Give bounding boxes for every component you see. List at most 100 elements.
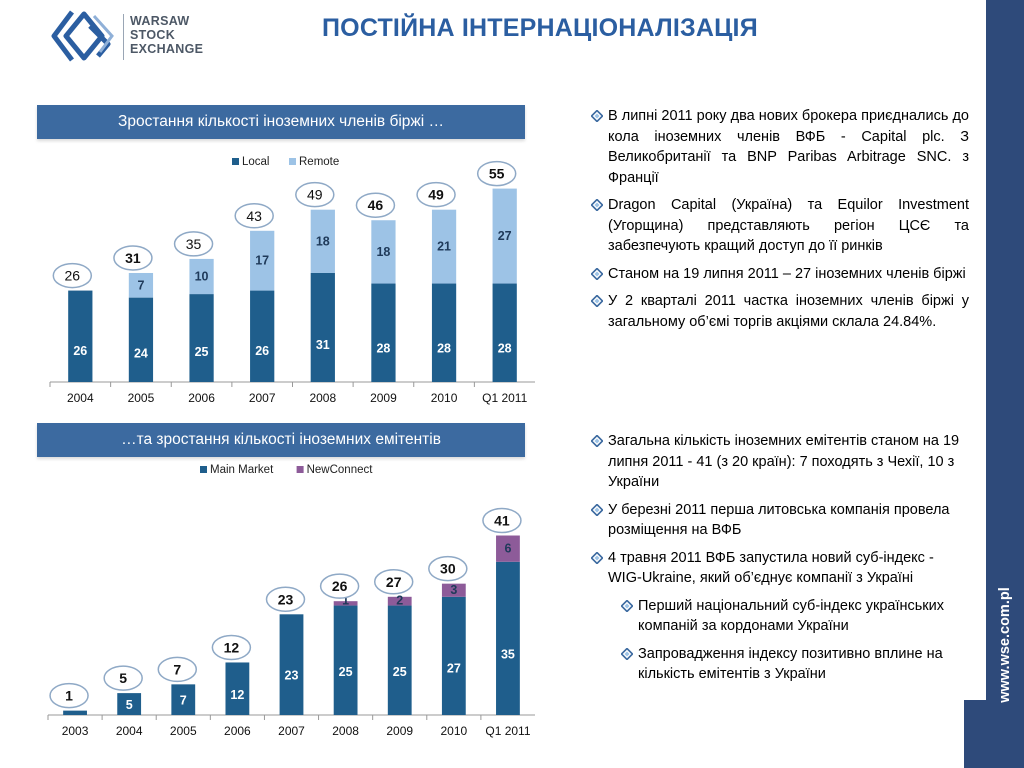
issuers-bar-newconnect xyxy=(441,583,466,597)
issuers-category-label: Q1 2011 xyxy=(485,724,530,738)
issuers-segment-label: 25 xyxy=(339,665,353,679)
members-category-label: 2004 xyxy=(67,391,94,405)
issuers-category-label: 2005 xyxy=(170,724,197,738)
bullet-icon xyxy=(621,647,633,660)
bullet-item: Загальна кількість іноземних емітентів с… xyxy=(591,431,969,493)
issuers-bar-newconnect xyxy=(496,535,520,562)
issuers-chart-svg: Main Market NewConnect2003152004572005712… xyxy=(47,464,535,738)
members-total-bubble xyxy=(295,181,335,208)
issuers-segment-label: 6 xyxy=(504,542,511,556)
issuers-total-bubble xyxy=(319,573,360,599)
members-segment-label: 27 xyxy=(498,229,512,243)
members-segment-label: 10 xyxy=(195,270,209,284)
bullet-icon xyxy=(591,267,603,280)
issuers-category-label: 2006 xyxy=(224,724,251,738)
members-legend-swatch xyxy=(289,158,296,165)
members-total-label: 43 xyxy=(246,208,262,224)
issuers-segment-label: 12 xyxy=(230,688,244,702)
issuers-category-label: 2008 xyxy=(332,724,359,738)
page-title: ПОСТІЙНА ІНТЕРНАЦІОНАЛІЗАЦІЯ xyxy=(322,14,758,42)
issuers-bar-main-market xyxy=(496,561,520,715)
issuers-legend-swatch xyxy=(200,466,207,473)
issuers-bar-newconnect xyxy=(387,596,412,606)
members-segment-label: 26 xyxy=(255,344,269,358)
members-category-label: Q1 2011 xyxy=(482,391,527,405)
issuers-bar-main-market xyxy=(171,684,196,715)
members-bar-local xyxy=(371,283,396,382)
bullet-item: Станом на 19 липня 2011 – 27 іноземних ч… xyxy=(591,264,969,285)
members-total-label: 49 xyxy=(428,187,444,203)
bullet-icon xyxy=(591,295,603,307)
issuers-legend-label: NewConnect xyxy=(307,464,374,476)
members-total-bubble xyxy=(234,203,274,229)
issuers-total-label: 30 xyxy=(440,561,456,577)
members-banner: Зростання кількості іноземних членів бір… xyxy=(37,105,525,139)
members-legend-swatch xyxy=(232,158,239,165)
members-segment-label: 7 xyxy=(137,278,144,292)
bullet-item: 4 травня 2011 ВФБ запустила новий суб-ін… xyxy=(591,548,969,589)
issuers-segment-label: 3 xyxy=(450,583,457,597)
members-segment-label: 31 xyxy=(316,338,330,352)
issuers-category-label: 2004 xyxy=(116,724,143,738)
bullet-text: Перший національний суб-індекс українськ… xyxy=(638,597,944,635)
bullet-text: Запровадження індексу позитивно вплине н… xyxy=(638,645,943,683)
members-category-label: 2005 xyxy=(128,391,155,405)
bullet-text: Загальна кількість іноземних емітентів с… xyxy=(608,433,960,490)
members-segment-label: 17 xyxy=(255,254,269,268)
issuers-segment-label: 27 xyxy=(447,662,461,676)
issuers-total-label: 5 xyxy=(119,670,127,686)
issuers-total-bubble xyxy=(103,665,143,691)
issuers-segment-label: 35 xyxy=(501,648,515,662)
bullet-text: У березні 2011 перша литовська компанія … xyxy=(608,501,950,539)
members-total-label: 35 xyxy=(186,236,202,252)
members-legend-label: Remote xyxy=(299,156,339,168)
issuers-total-label: 12 xyxy=(224,639,240,655)
issuers-category-label: 2003 xyxy=(62,724,89,738)
members-category-label: 2010 xyxy=(431,391,458,405)
bullet-item: У 2 кварталі 2011 частка іноземних члені… xyxy=(591,291,969,332)
bullet-icon xyxy=(591,199,603,211)
members-segment-label: 18 xyxy=(376,245,390,259)
issuers-total-label: 23 xyxy=(278,591,294,607)
members-bar-local xyxy=(492,283,517,382)
bullet-text: Станом на 19 липня 2011 – 27 іноземних ч… xyxy=(608,265,966,282)
members-bar-remote xyxy=(431,209,457,284)
members-category-label: 2006 xyxy=(188,391,215,405)
members-segment-label: 24 xyxy=(134,346,148,360)
members-bar-local xyxy=(250,290,275,382)
members-bar-local xyxy=(128,297,154,382)
members-segment-label: 28 xyxy=(376,342,390,356)
bullet-icon xyxy=(591,110,603,122)
issuers-legend-label: Main Market xyxy=(210,464,274,476)
issuers-total-label: 41 xyxy=(494,513,510,529)
issuers-bar-main-market xyxy=(63,710,87,715)
issuers-category-label: 2010 xyxy=(440,724,467,738)
logo-line-2: STOCK xyxy=(130,28,176,42)
issuers-legend: Main Market NewConnect xyxy=(200,464,373,476)
issuers-bar-main-market xyxy=(117,693,142,715)
bullet-item: Перший національний суб-індекс українськ… xyxy=(621,596,969,637)
members-bar-local xyxy=(68,290,93,382)
logo-divider xyxy=(123,14,124,60)
bullet-text: Dragon Capital (Україна) та Equilor Inve… xyxy=(608,197,969,254)
members-total-label: 46 xyxy=(368,197,384,213)
issuers-chart: Main Market NewConnect 2003 1 5 2004 5 7 2005 7 12… xyxy=(40,458,540,748)
sidebar-accent xyxy=(964,700,986,768)
members-category-label: 2009 xyxy=(370,391,397,405)
issuers-segment-label: 25 xyxy=(393,665,407,679)
bullet-item: В липні 2011 року два нових брокера приє… xyxy=(591,106,969,188)
issuers-total-label: 27 xyxy=(386,574,402,590)
issuers-total-label: 26 xyxy=(332,578,348,594)
issuers-banner: …та зростання кількості іноземних емітен… xyxy=(37,423,525,457)
members-total-bubble xyxy=(476,160,517,187)
issuers-segment-label: 23 xyxy=(285,669,299,683)
members-segment-label: 28 xyxy=(437,342,451,356)
members-total-label: 31 xyxy=(125,250,141,266)
site-url-text: www.wse.com.pl xyxy=(997,587,1013,703)
issuers-bar-main-market xyxy=(441,596,466,715)
issuers-total-bubble xyxy=(373,569,414,595)
members-total-bubble xyxy=(173,231,214,257)
site-url: www.wse.com.pl xyxy=(986,570,1024,720)
issuers-legend-swatch xyxy=(296,466,304,473)
bullet-item: Запровадження індексу позитивно вплине н… xyxy=(621,644,969,685)
